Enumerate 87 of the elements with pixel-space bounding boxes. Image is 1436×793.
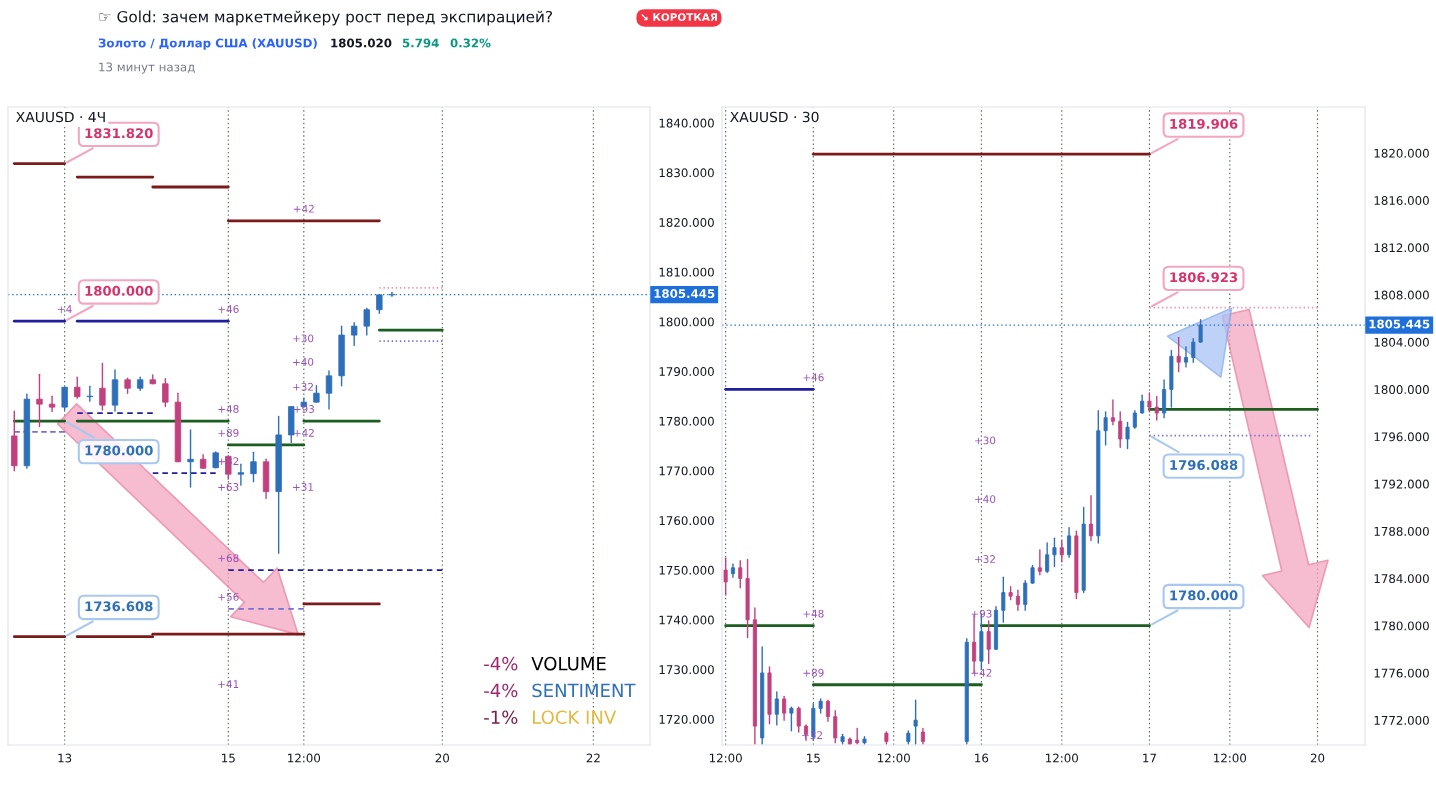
annotation: +68 bbox=[218, 554, 239, 563]
annotation: +56 bbox=[218, 592, 239, 601]
annotation: +48 bbox=[803, 609, 824, 618]
annotation: +42 bbox=[293, 204, 314, 213]
y-tick-label: 1770.000 bbox=[659, 466, 714, 476]
annotation: +32 bbox=[293, 382, 313, 391]
y-tick-label: 1720.000 bbox=[659, 714, 714, 724]
chart-title: XAUUSD · 30 bbox=[730, 111, 819, 123]
annotation: 1736.608 bbox=[85, 601, 153, 612]
x-tick-label: 12:00 bbox=[1214, 753, 1247, 763]
ref-line-label: 1805.445 bbox=[1369, 319, 1430, 329]
annotation: +41 bbox=[218, 680, 239, 688]
text: 0.32% bbox=[450, 38, 491, 48]
annotation: +63 bbox=[218, 483, 239, 491]
annotation: 1819.906 bbox=[1170, 118, 1238, 129]
annotation: +40 bbox=[975, 495, 996, 504]
x-tick-label: 13 bbox=[58, 753, 72, 763]
y-tick-label: 1750.000 bbox=[659, 565, 714, 575]
text: 1805.020 bbox=[331, 38, 392, 48]
annotation: -4% bbox=[484, 683, 518, 698]
y-tick-label: 1776.000 bbox=[1374, 668, 1429, 678]
y-tick-label: 1772.000 bbox=[1374, 715, 1429, 725]
y-tick-label: 1804.000 bbox=[1374, 337, 1429, 347]
x-tick-label: 15 bbox=[222, 753, 235, 763]
y-tick-label: 1820.000 bbox=[659, 218, 714, 227]
y-tick-label: 1792.000 bbox=[1374, 479, 1429, 489]
y-tick-label: 1760.000 bbox=[659, 516, 714, 526]
text: ↘ КОРОТКАЯ bbox=[641, 13, 717, 22]
y-tick-label: 1816.000 bbox=[1374, 196, 1429, 205]
y-tick-label: 1812.000 bbox=[1374, 243, 1429, 253]
y-tick-label: 1800.000 bbox=[659, 317, 714, 327]
annotation: +31 bbox=[293, 483, 314, 491]
annotation: 1831.820 bbox=[85, 128, 153, 139]
y-tick-label: 1800.000 bbox=[1374, 385, 1429, 395]
y-tick-label: 1788.000 bbox=[1374, 526, 1429, 536]
annotation: +93 bbox=[971, 609, 992, 618]
x-tick-label: 12:00 bbox=[1046, 753, 1078, 763]
x-tick-label: 17 bbox=[1143, 753, 1156, 763]
annotation: +46 bbox=[218, 305, 239, 314]
y-tick-label: 1784.000 bbox=[1374, 574, 1429, 584]
y-tick-label: 1820.000 bbox=[1374, 148, 1429, 158]
annotation: +46 bbox=[803, 373, 824, 382]
text: Золото / Доллар США (XAUUSD) bbox=[98, 38, 317, 50]
ref-line-label: 1805.445 bbox=[654, 289, 715, 299]
text: ☞ Gold: зачем маркетмейкеру рост перед экспирацией? bbox=[99, 10, 552, 26]
y-tick-label: 1730.000 bbox=[659, 665, 714, 675]
x-tick-label: 12:00 bbox=[709, 753, 742, 763]
annotation: +32 bbox=[975, 555, 995, 563]
annotation: 1780.000 bbox=[1170, 590, 1238, 601]
x-tick-label: 15 bbox=[807, 753, 820, 763]
annotation: 1780.000 bbox=[85, 445, 153, 456]
x-tick-label: 20 bbox=[435, 753, 450, 763]
y-tick-label: 1740.000 bbox=[659, 615, 714, 625]
annotation: +89 bbox=[803, 668, 824, 677]
annotation: -4% bbox=[484, 656, 518, 671]
annotation: -1% bbox=[484, 710, 518, 725]
annotation: +30 bbox=[975, 436, 996, 445]
x-tick-label: 22 bbox=[586, 753, 600, 763]
annotation: +48 bbox=[218, 405, 239, 413]
annotation: +4 bbox=[58, 305, 72, 313]
annotation: +93 bbox=[293, 405, 314, 413]
y-tick-label: 1808.000 bbox=[1374, 290, 1429, 300]
annotation: 1806.923 bbox=[1170, 272, 1238, 283]
annotation: +89 bbox=[218, 428, 239, 437]
annotation: +42 bbox=[971, 668, 992, 677]
annotation: 1800.000 bbox=[85, 285, 153, 296]
x-tick-label: 16 bbox=[975, 753, 989, 763]
annotation: +40 bbox=[293, 357, 314, 366]
text: 5.794 bbox=[402, 38, 439, 48]
x-tick-label: 12:00 bbox=[878, 753, 910, 763]
text: 13 минут назад bbox=[99, 62, 195, 74]
annotation: VOLUME bbox=[531, 656, 606, 671]
y-tick-label: 1796.000 bbox=[1374, 432, 1429, 442]
y-tick-label: 1790.000 bbox=[659, 367, 714, 376]
annotation: SENTIMENT bbox=[532, 683, 636, 698]
y-tick-label: 1810.000 bbox=[659, 267, 714, 277]
y-tick-label: 1840.000 bbox=[659, 118, 714, 128]
annotation: 1796.088 bbox=[1170, 460, 1238, 470]
x-tick-label: 12:00 bbox=[288, 753, 321, 763]
y-tick-label: 1830.000 bbox=[659, 168, 714, 178]
x-tick-label: 20 bbox=[1310, 753, 1325, 763]
annotation: +42 bbox=[293, 428, 314, 437]
annotation: LOCK INV bbox=[533, 710, 617, 725]
chart-title: XAUUSD · 4Ч bbox=[16, 111, 105, 123]
y-tick-label: 1780.000 bbox=[1374, 621, 1429, 631]
y-tick-label: 1780.000 bbox=[659, 416, 714, 426]
annotation: +30 bbox=[293, 334, 314, 343]
